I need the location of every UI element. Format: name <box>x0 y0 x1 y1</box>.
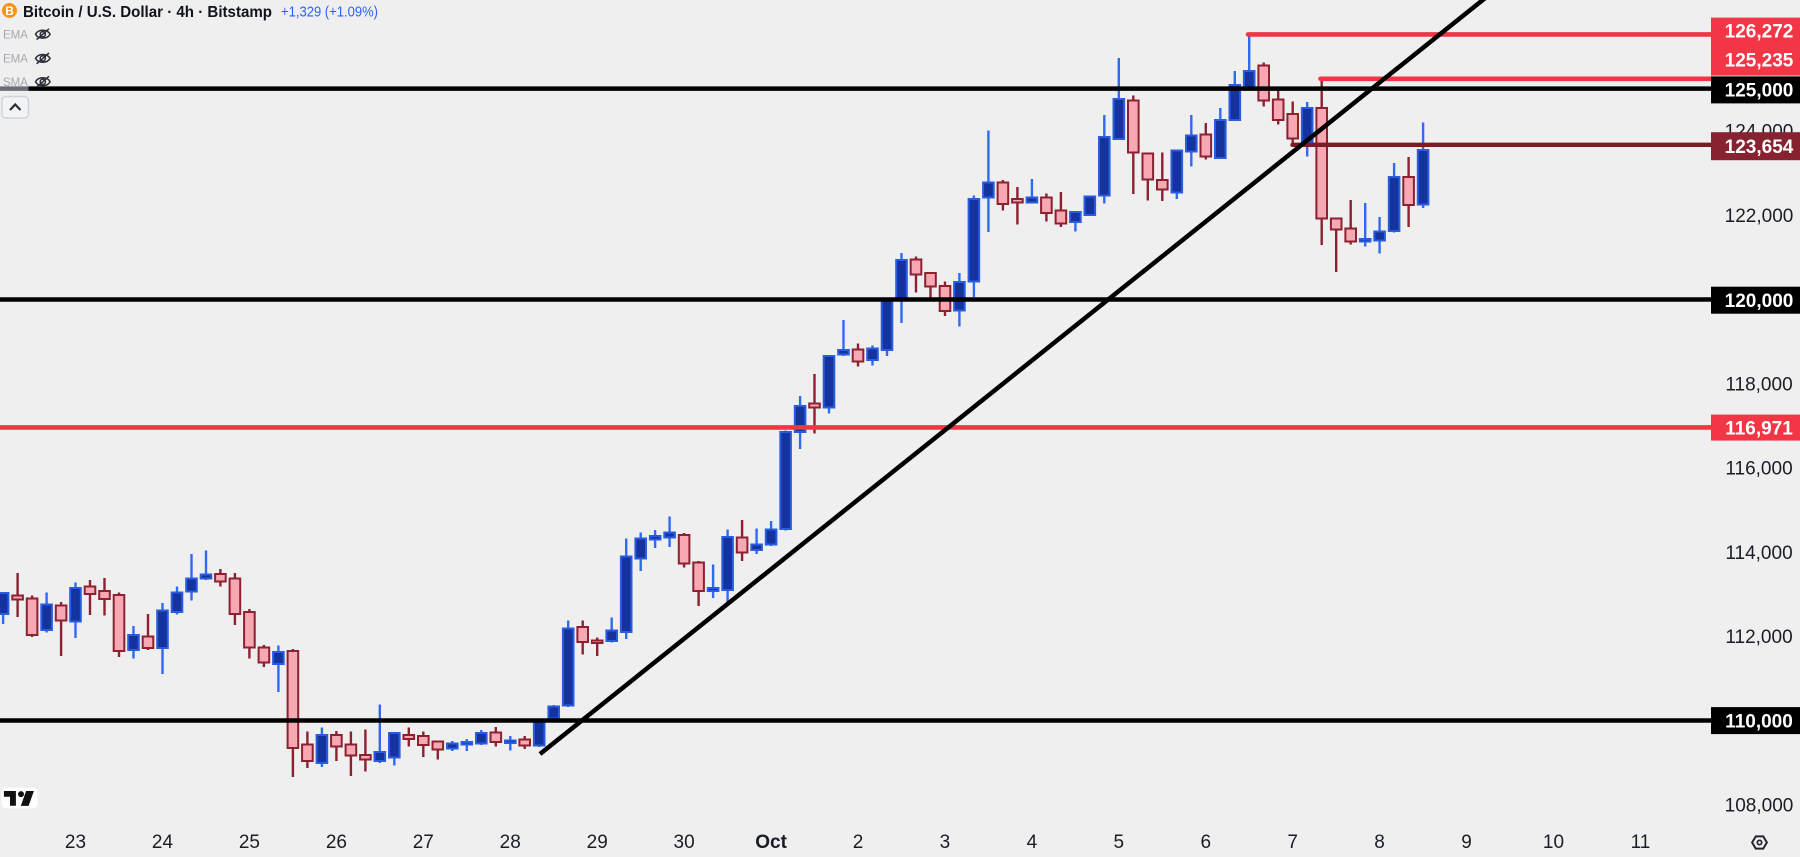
svg-text:3: 3 <box>940 832 951 853</box>
svg-text:114,000: 114,000 <box>1725 543 1792 564</box>
svg-text:SMA: SMA <box>3 77 28 89</box>
svg-text:26: 26 <box>326 832 347 853</box>
svg-text:23: 23 <box>65 832 86 853</box>
svg-text:126,272: 126,272 <box>1725 22 1794 43</box>
svg-text:6: 6 <box>1201 832 1212 853</box>
svg-text:+1,329 (+1.09%): +1,329 (+1.09%) <box>281 5 378 21</box>
svg-text:125,000: 125,000 <box>1725 81 1794 102</box>
svg-text:28: 28 <box>500 832 521 853</box>
svg-text:112,000: 112,000 <box>1725 627 1792 648</box>
svg-text:27: 27 <box>413 832 434 853</box>
svg-text:110,000: 110,000 <box>1725 711 1793 732</box>
svg-text:B: B <box>5 4 14 18</box>
svg-text:116,971: 116,971 <box>1725 418 1793 439</box>
svg-text:7: 7 <box>1287 832 1298 853</box>
svg-text:8: 8 <box>1374 832 1385 853</box>
svg-text:125,235: 125,235 <box>1725 50 1794 71</box>
svg-text:25: 25 <box>239 832 260 853</box>
svg-text:EMA: EMA <box>3 54 28 66</box>
svg-text:EMA: EMA <box>3 29 28 41</box>
svg-text:120,000: 120,000 <box>1725 291 1794 312</box>
svg-text:29: 29 <box>587 832 608 853</box>
svg-text:123,654: 123,654 <box>1725 137 1794 158</box>
svg-text:116,000: 116,000 <box>1725 459 1792 480</box>
svg-text:5: 5 <box>1114 832 1125 853</box>
svg-text:Oct: Oct <box>755 832 787 853</box>
svg-text:108,000: 108,000 <box>1725 796 1794 817</box>
svg-text:118,000: 118,000 <box>1725 374 1792 395</box>
svg-text:24: 24 <box>152 832 174 853</box>
svg-text:2: 2 <box>853 832 864 853</box>
svg-text:30: 30 <box>674 832 695 853</box>
svg-text:4: 4 <box>1027 832 1038 853</box>
svg-text:122,000: 122,000 <box>1725 206 1794 227</box>
svg-text:9: 9 <box>1461 832 1472 853</box>
svg-text:Bitcoin / U.S. Dollar · 4h · B: Bitcoin / U.S. Dollar · 4h · Bitstamp <box>23 4 272 21</box>
svg-text:11: 11 <box>1631 832 1651 853</box>
svg-text:10: 10 <box>1543 832 1564 853</box>
